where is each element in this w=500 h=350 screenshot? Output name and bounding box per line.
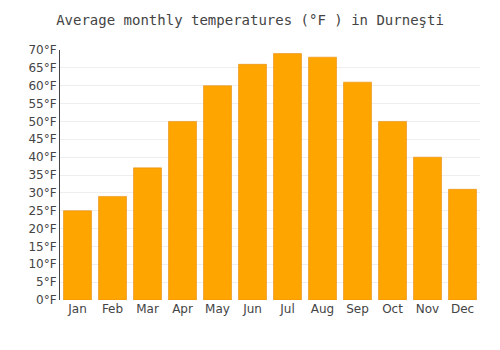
svg-text:Aug: Aug xyxy=(311,302,334,316)
svg-text:Oct: Oct xyxy=(382,302,403,316)
svg-text:15°F: 15°F xyxy=(28,240,56,254)
svg-text:Nov: Nov xyxy=(416,302,439,316)
svg-text:Jul: Jul xyxy=(279,302,294,316)
svg-text:Average monthly temperatures (: Average monthly temperatures (°F ) in Du… xyxy=(56,12,444,28)
svg-text:30°F: 30°F xyxy=(28,186,56,200)
svg-text:10°F: 10°F xyxy=(28,257,56,271)
svg-text:55°F: 55°F xyxy=(28,97,56,111)
svg-text:Jan: Jan xyxy=(67,302,87,316)
svg-text:40°F: 40°F xyxy=(28,150,56,164)
svg-text:65°F: 65°F xyxy=(28,61,56,75)
svg-text:Dec: Dec xyxy=(451,302,474,316)
svg-text:Sep: Sep xyxy=(346,302,369,316)
svg-text:60°F: 60°F xyxy=(28,79,56,93)
svg-text:5°F: 5°F xyxy=(36,275,57,289)
svg-text:35°F: 35°F xyxy=(28,168,56,182)
svg-text:45°F: 45°F xyxy=(28,132,56,146)
svg-text:25°F: 25°F xyxy=(28,204,56,218)
svg-text:May: May xyxy=(205,302,230,316)
svg-text:Jun: Jun xyxy=(242,302,262,316)
svg-text:20°F: 20°F xyxy=(28,222,56,236)
svg-text:Feb: Feb xyxy=(102,302,123,316)
svg-text:Mar: Mar xyxy=(136,302,159,316)
svg-text:70°F: 70°F xyxy=(28,43,56,57)
svg-text:Apr: Apr xyxy=(172,302,193,316)
svg-text:0°F: 0°F xyxy=(36,293,57,307)
svg-text:50°F: 50°F xyxy=(28,115,56,129)
